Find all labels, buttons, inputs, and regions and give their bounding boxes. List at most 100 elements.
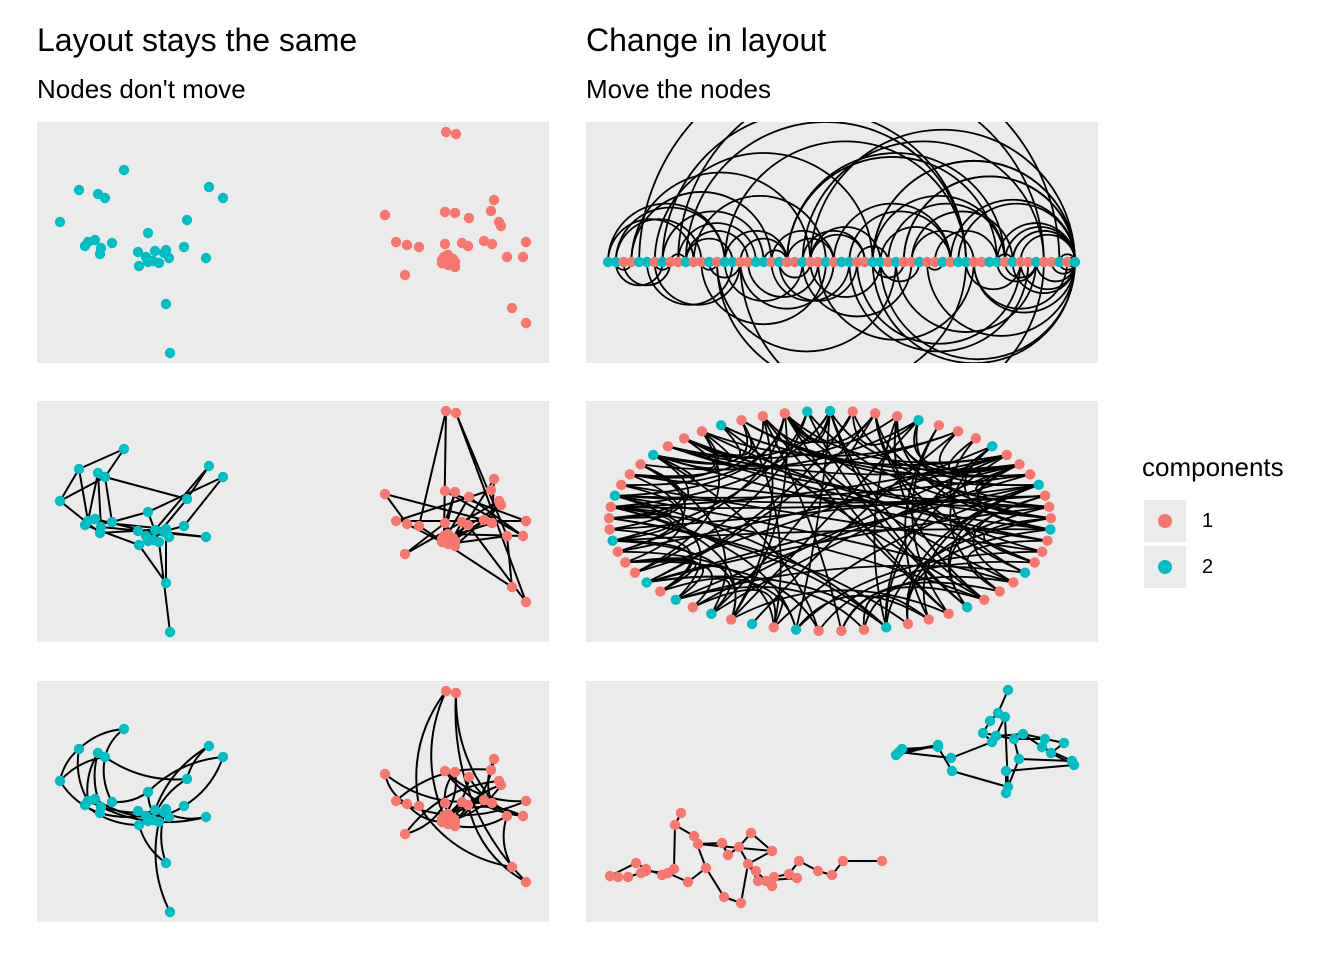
p4-edge-85	[911, 424, 950, 615]
p3-arc-90	[786, 237, 835, 263]
p1-edge-c1-13	[418, 525, 513, 588]
p3-node-36	[883, 256, 894, 268]
p1-c1-node-30	[506, 581, 518, 593]
p3-node-38	[898, 256, 909, 268]
p3-node-59	[1062, 256, 1073, 268]
p5-c1-node-9	[742, 858, 754, 870]
p4-node-41	[629, 567, 641, 578]
p4-edge-148	[609, 483, 1039, 531]
p2-edge-c1-21	[447, 805, 524, 817]
p1-c1-node-11	[413, 520, 425, 532]
p4-node-49	[616, 479, 627, 491]
p4-node-14	[1043, 501, 1055, 513]
panel-1-plot	[54, 405, 532, 638]
p1-edge-c2-6	[104, 476, 113, 523]
p2-c1-node-4	[449, 766, 461, 778]
p1-c1-node-1	[450, 407, 462, 419]
p3-arc-65	[801, 140, 1045, 263]
p4-node-51	[635, 459, 646, 470]
p5-c1-node-18	[837, 855, 849, 867]
p1-c1-node-9	[390, 515, 402, 527]
p2-c1-node-3	[439, 765, 451, 777]
p5-c1-node-17	[826, 869, 838, 881]
p4-node-24	[961, 602, 973, 613]
p5-c1-node-25	[622, 871, 634, 883]
p2-c1-node-0	[440, 685, 452, 697]
legend-title: components	[1142, 452, 1284, 482]
p3-arc-13	[723, 140, 967, 263]
p1-edge-c2-28	[87, 472, 99, 522]
p2-c2-node-13	[94, 807, 106, 819]
p2-edge-c1-28	[444, 770, 524, 817]
p2-c2-node-26	[200, 811, 212, 823]
p1-c1-node-3	[439, 485, 451, 497]
p4-edge-96	[851, 411, 920, 446]
p4-edge-75	[817, 560, 1035, 632]
p5-c1-node-27	[604, 870, 616, 882]
p4-node-2	[870, 408, 881, 419]
panel-fixed-straight-edges	[37, 401, 549, 642]
p3-node-9	[672, 256, 684, 268]
p4-node-60	[802, 406, 813, 417]
p3-node-37	[890, 256, 902, 268]
p4-edge-97	[862, 594, 930, 630]
p2-c2-node-21	[153, 816, 165, 828]
p3-arc-39	[809, 233, 866, 263]
p4-node-11	[1024, 469, 1036, 480]
p2-c1-node-20	[517, 810, 529, 822]
p4-node-12	[1033, 479, 1044, 491]
legend-swatch-1	[1158, 514, 1172, 528]
p5-edge-c1-31	[673, 824, 676, 870]
p5-c2-node-10	[1036, 741, 1048, 753]
p4-node-39	[655, 586, 666, 597]
p3-arc-77	[926, 261, 1076, 337]
p0-c1-node-16	[486, 238, 498, 250]
p3-node-30	[836, 256, 847, 268]
p1-c2-node-25	[178, 520, 190, 532]
p5-c2-node-9	[1058, 737, 1070, 749]
p4-edge-31	[884, 445, 993, 628]
p0-c2-node-17	[149, 245, 161, 257]
p2-edge-c2-0	[78, 728, 125, 750]
p4-edge-146	[629, 430, 720, 479]
p1-c1-node-19	[501, 530, 513, 542]
p0-c2-node-13	[94, 248, 106, 260]
p3-node-13	[703, 256, 715, 268]
p5-c2-node-24	[945, 752, 957, 764]
p4-node-52	[648, 449, 659, 461]
p4-node-20	[1019, 567, 1031, 578]
p2-edge-c1-13	[418, 805, 513, 868]
p1-c1-node-12	[439, 517, 451, 529]
p3-arc-87	[614, 261, 664, 287]
p2-edge-c2-2	[59, 748, 80, 782]
p5-c2-node-4	[977, 727, 989, 739]
p3-arc-75	[716, 261, 897, 353]
p1-c1-node-4	[449, 486, 461, 498]
p2-c2-node-23	[142, 815, 154, 827]
p3-arc-7	[661, 210, 765, 263]
p3-node-34	[867, 256, 878, 268]
p3-arc-83	[786, 156, 999, 263]
p5-c2-node-11	[1045, 747, 1057, 759]
p0-c2-node-3	[99, 192, 111, 204]
p4-node-42	[620, 557, 631, 568]
p1-edge-c1-4	[384, 493, 485, 521]
p3-arc-28	[871, 261, 905, 279]
p1-c2-node-4	[54, 495, 66, 507]
p2-c1-node-28	[447, 812, 459, 824]
p3-arc-41	[910, 229, 975, 263]
p1-c2-node-13	[94, 527, 106, 539]
p4-edge-30	[751, 430, 959, 625]
p3-arc-51	[630, 171, 812, 263]
p3-node-40	[914, 256, 925, 268]
p3-arc-86	[801, 261, 913, 318]
p2-c2-node-0	[118, 723, 130, 735]
p1-c2-node-20	[160, 523, 172, 535]
p4-edge-142	[612, 539, 694, 593]
p1-c2-node-5	[203, 460, 215, 472]
p4-edge-109	[741, 419, 1039, 487]
p3-node-11	[688, 256, 699, 268]
p1-c1-node-16	[486, 517, 498, 529]
p3-node-2	[618, 256, 629, 268]
p0-c1-node-21	[399, 269, 411, 281]
